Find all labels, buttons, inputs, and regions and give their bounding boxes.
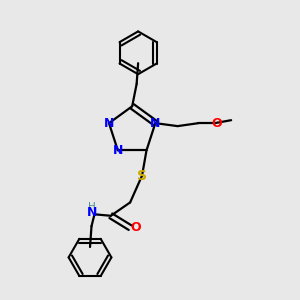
Text: N: N: [104, 117, 114, 130]
Text: O: O: [131, 221, 141, 234]
Text: H: H: [88, 202, 96, 212]
Text: O: O: [211, 117, 222, 130]
Text: S: S: [137, 169, 147, 183]
Text: N: N: [87, 206, 97, 219]
Text: N: N: [113, 144, 123, 157]
Text: N: N: [150, 117, 161, 130]
